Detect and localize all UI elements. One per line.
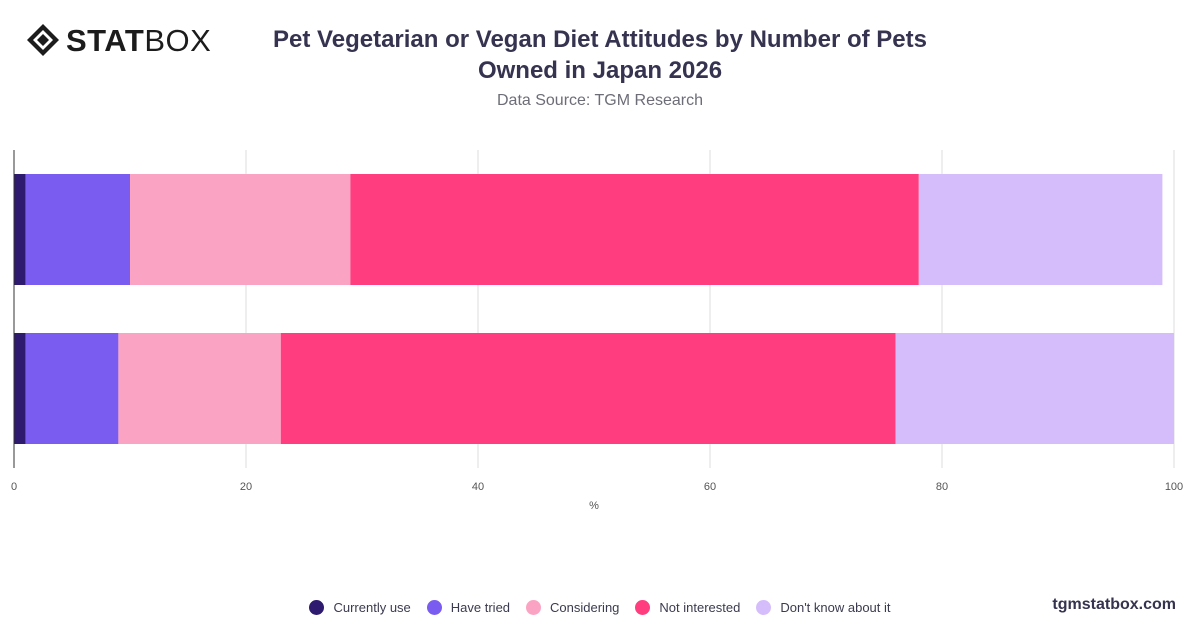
logo: STATBOX <box>26 22 211 58</box>
bar-segment <box>25 333 119 444</box>
bar-segment <box>14 174 26 285</box>
legend-swatch <box>526 600 542 615</box>
x-axis-label: % <box>589 500 599 512</box>
legend: Currently use Have tried Considering Not in… <box>0 600 1200 615</box>
legend-item[interactable]: Not interested <box>635 600 740 615</box>
legend-label: Don't know about it <box>780 600 891 615</box>
legend-label: Have tried <box>450 600 511 615</box>
x-tick-label: 80 <box>936 481 948 493</box>
legend-item[interactable]: Currently use <box>309 600 411 615</box>
logo-text: STATBOX <box>66 22 212 58</box>
x-tick-label: 100 <box>1165 481 1183 493</box>
legend-item[interactable]: Have tried <box>426 600 511 615</box>
bar-segment <box>350 174 919 285</box>
legend-swatch <box>635 600 651 615</box>
bar-segment <box>25 174 131 285</box>
legend-item[interactable]: Considering <box>526 600 619 615</box>
x-axis: 0 20 40 60 80 100% <box>11 150 1183 512</box>
x-tick-label: 20 <box>240 481 252 493</box>
bar-segment <box>895 333 1174 444</box>
bar-segment <box>14 333 26 444</box>
footer-site: tgmstatbox.com <box>1052 596 1176 613</box>
bar-segment <box>118 333 281 444</box>
x-tick-label: 0 <box>11 481 17 493</box>
legend-label: Currently use <box>333 600 411 615</box>
bar-segment <box>130 174 351 285</box>
x-tick-label: 60 <box>704 481 716 493</box>
legend-label: Considering <box>550 600 620 615</box>
bar-segment <box>280 333 896 444</box>
bar-segment <box>918 174 1163 285</box>
statbox-logo-icon <box>27 24 59 56</box>
legend-label: Not interested <box>659 600 741 615</box>
legend-swatch <box>309 600 325 615</box>
legend-item[interactable]: Don't know about it <box>756 600 891 615</box>
x-tick-label: 40 <box>472 481 484 493</box>
chart-title: Pet Vegetarian or Vegan Diet Attitudes b… <box>273 26 927 84</box>
chart-subtitle: Data Source: TGM Research <box>496 92 703 109</box>
bar-segments <box>14 174 1174 444</box>
legend-swatch <box>426 600 442 615</box>
legend-swatch <box>756 600 772 615</box>
